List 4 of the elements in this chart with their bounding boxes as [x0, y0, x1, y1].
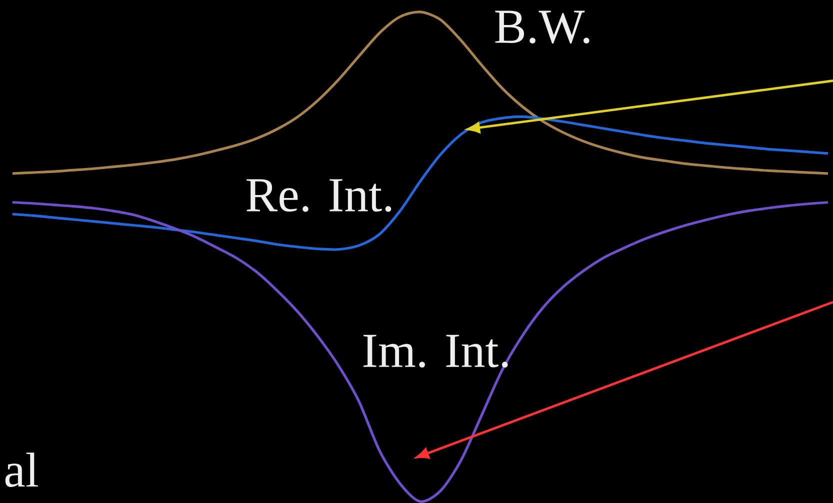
- series-label: B.W.: [495, 10, 590, 44]
- series-label: Im. Int.: [363, 334, 508, 368]
- series-label: Re. Int.: [246, 178, 392, 212]
- annotation: al: [5, 452, 38, 487]
